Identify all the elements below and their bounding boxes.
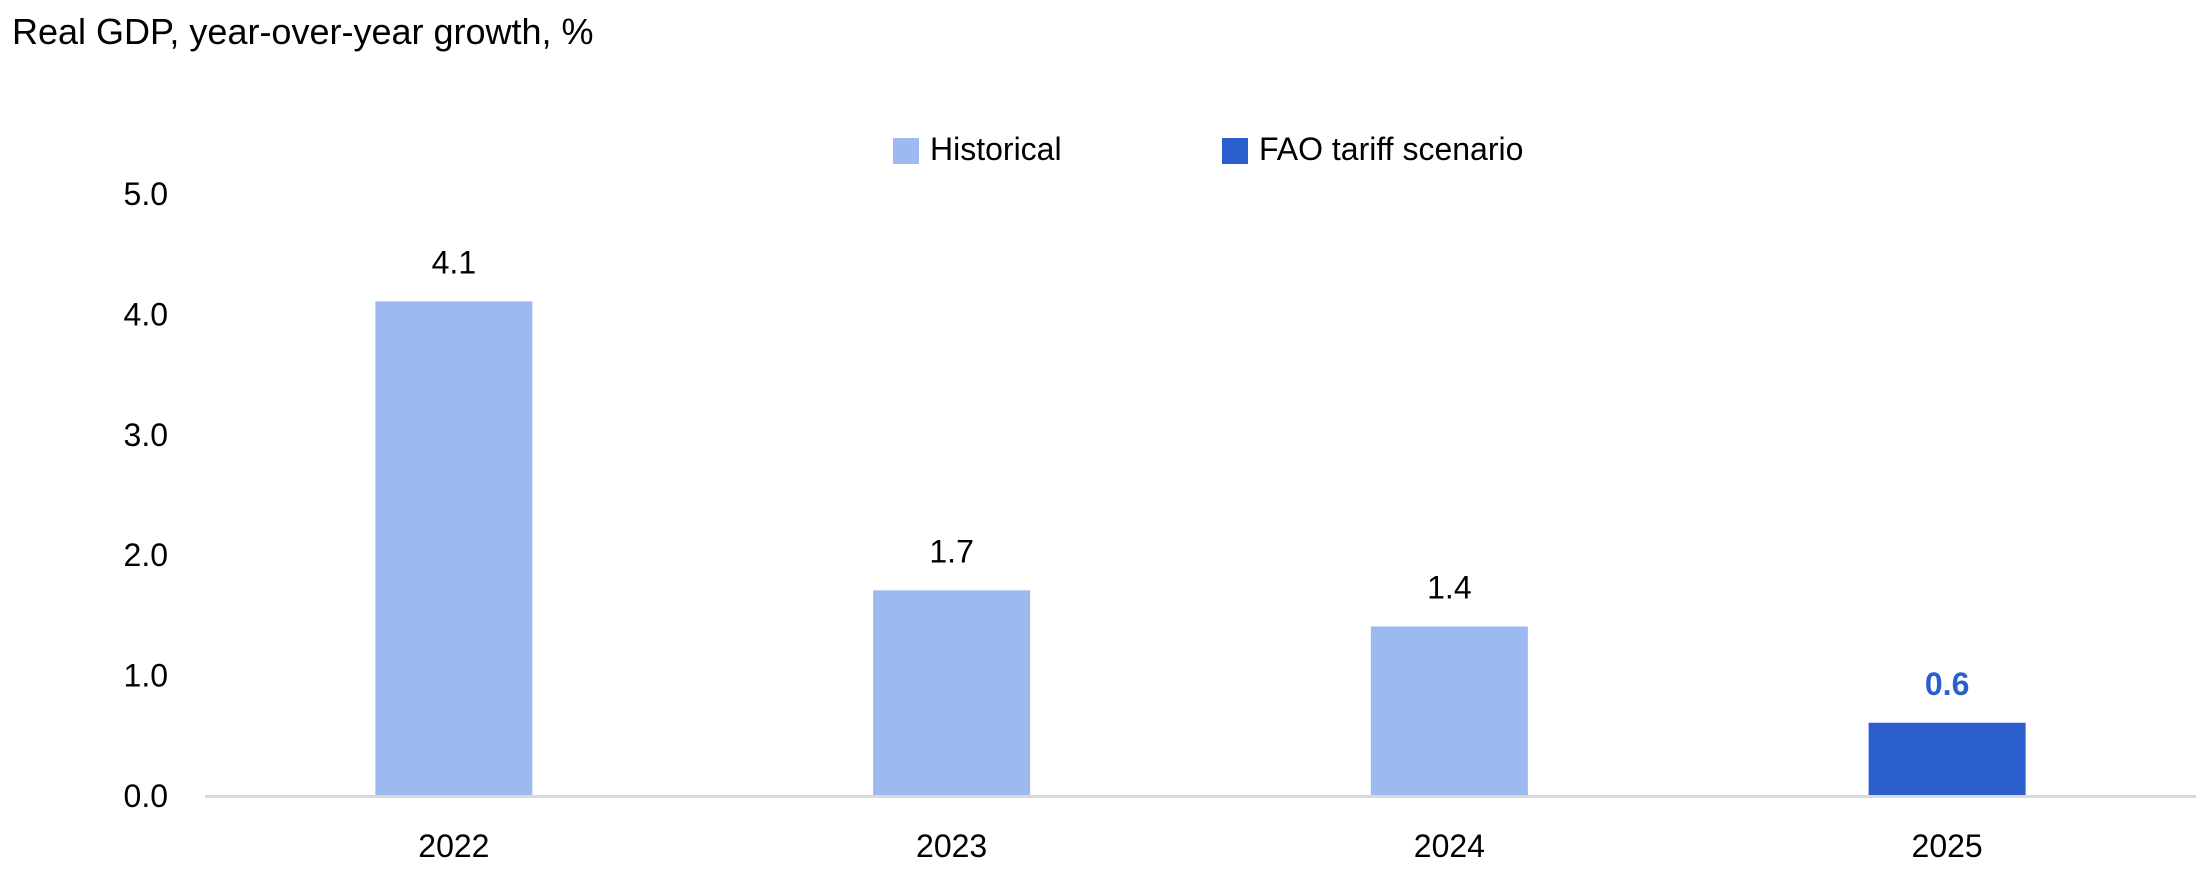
y-tick-label: 2.0 [124, 537, 168, 573]
y-tick-label: 0.0 [124, 778, 168, 814]
bars [375, 301, 2026, 795]
legend-swatch-scenario [1222, 138, 1248, 164]
bar-2023 [873, 590, 1031, 795]
x-tick-label-2023: 2023 [916, 828, 987, 864]
legend-label-scenario: FAO tariff scenario [1259, 131, 1523, 167]
bar-2025 [1868, 722, 2026, 795]
y-tick-label: 3.0 [124, 417, 168, 453]
data-label-2025: 0.6 [1925, 666, 1969, 702]
legend: Historical FAO tariff scenario [893, 131, 1523, 167]
data-label-2024: 1.4 [1427, 569, 1471, 605]
chart-title: Real GDP, year-over-year growth, % [12, 11, 594, 52]
y-tick-label: 5.0 [124, 176, 168, 212]
legend-label-historical: Historical [930, 131, 1062, 167]
x-tick-label-2024: 2024 [1414, 828, 1485, 864]
x-axis: 2022 2023 2024 2025 [205, 795, 2196, 864]
y-tick-label: 4.0 [124, 296, 168, 332]
bar-2022 [375, 301, 533, 795]
legend-swatch-historical [893, 138, 919, 164]
x-tick-label-2025: 2025 [1912, 828, 1983, 864]
y-tick-label: 1.0 [124, 658, 168, 694]
data-label-2022: 4.1 [432, 244, 476, 280]
data-labels: 4.1 1.7 1.4 0.6 [432, 244, 1970, 701]
data-label-2023: 1.7 [929, 533, 973, 569]
x-tick-label-2022: 2022 [418, 828, 489, 864]
bar-2024 [1370, 626, 1528, 795]
y-axis: 0.0 1.0 2.0 3.0 4.0 5.0 [124, 176, 168, 814]
